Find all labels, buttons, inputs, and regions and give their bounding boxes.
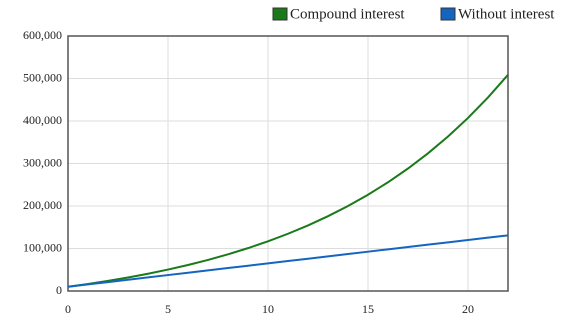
x-tick-label: 5 [165,302,171,316]
legend-text: Compound interest [290,6,405,22]
legend-swatch [440,7,456,21]
legend-swatch [272,7,288,21]
series-line [67,234,509,288]
y-tick-label: 200,000 [23,198,62,212]
legend-text: Without interest [458,6,555,22]
y-tick-label: 500,000 [23,70,62,84]
y-tick-label: 600,000 [23,28,62,42]
y-tick-label: 300,000 [23,155,62,169]
x-tick-label: 10 [262,302,274,316]
plot-border [67,35,509,292]
y-tick-label: 100,000 [23,240,62,254]
x-tick-label: 0 [65,302,71,316]
y-tick-label: 400,000 [23,113,62,127]
y-tick-label: 0 [56,283,62,297]
x-tick-label: 20 [462,302,474,316]
x-tick-label: 15 [362,302,374,316]
series-line [67,74,509,288]
